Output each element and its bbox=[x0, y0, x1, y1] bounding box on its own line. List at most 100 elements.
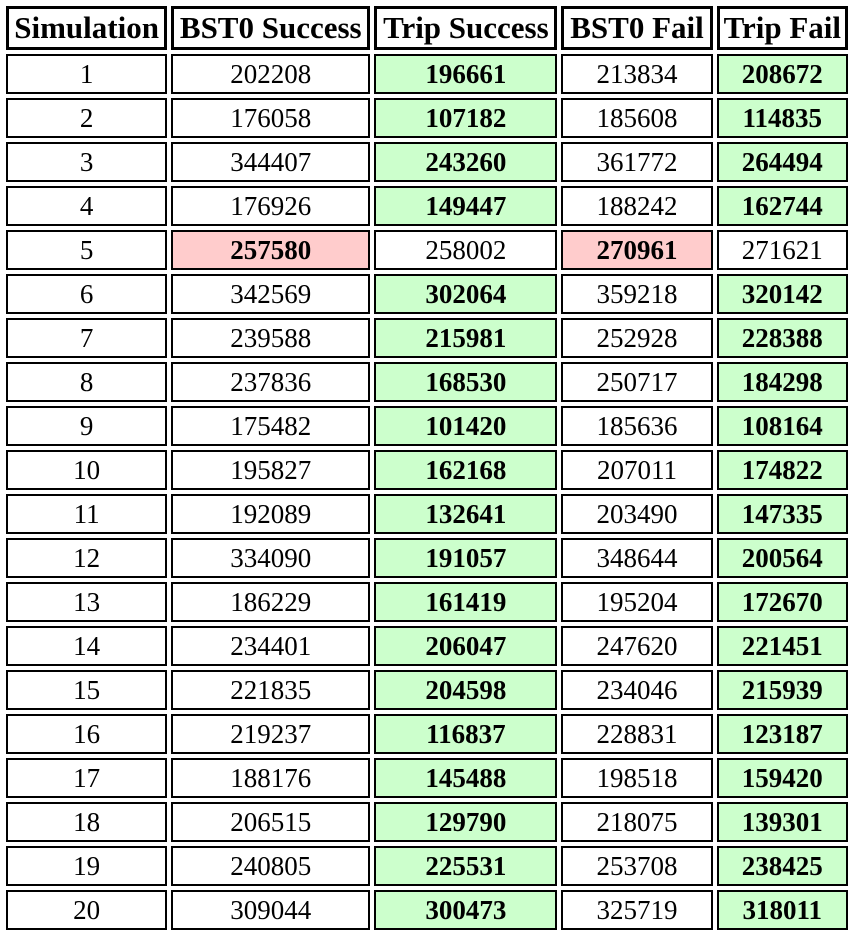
table-row: 20 309044 300473 325719 318011 bbox=[6, 890, 848, 930]
cell-bst0-fail: 218075 bbox=[561, 802, 713, 842]
cell-simulation: 4 bbox=[6, 186, 168, 226]
cell-trip-fail: 184298 bbox=[716, 362, 848, 402]
header-simulation: Simulation bbox=[6, 6, 168, 50]
cell-bst0-success: 188176 bbox=[171, 758, 371, 798]
cell-bst0-fail: 270961 bbox=[561, 230, 713, 270]
header-trip-fail: Trip Fail bbox=[716, 6, 848, 50]
table-row: 14 234401 206047 247620 221451 bbox=[6, 626, 848, 666]
cell-trip-success: 132641 bbox=[374, 494, 558, 534]
cell-trip-fail: 228388 bbox=[716, 318, 848, 358]
cell-simulation: 20 bbox=[6, 890, 168, 930]
cell-bst0-fail: 185636 bbox=[561, 406, 713, 446]
cell-bst0-fail: 188242 bbox=[561, 186, 713, 226]
header-trip-success: Trip Success bbox=[374, 6, 558, 50]
header-bst0-success: BST0 Success bbox=[171, 6, 371, 50]
cell-bst0-success: 344407 bbox=[171, 142, 371, 182]
cell-trip-fail: 271621 bbox=[716, 230, 848, 270]
table-header: Simulation BST0 Success Trip Success BST… bbox=[6, 6, 848, 50]
table-row: 6 342569 302064 359218 320142 bbox=[6, 274, 848, 314]
cell-trip-success: 196661 bbox=[374, 54, 558, 94]
cell-trip-success: 204598 bbox=[374, 670, 558, 710]
cell-simulation: 16 bbox=[6, 714, 168, 754]
cell-trip-fail: 108164 bbox=[716, 406, 848, 446]
cell-trip-success: 215981 bbox=[374, 318, 558, 358]
table-row: 18 206515 129790 218075 139301 bbox=[6, 802, 848, 842]
cell-trip-fail: 215939 bbox=[716, 670, 848, 710]
cell-simulation: 15 bbox=[6, 670, 168, 710]
table-row: 1 202208 196661 213834 208672 bbox=[6, 54, 848, 94]
cell-bst0-success: 219237 bbox=[171, 714, 371, 754]
cell-bst0-fail: 253708 bbox=[561, 846, 713, 886]
cell-bst0-fail: 228831 bbox=[561, 714, 713, 754]
cell-simulation: 12 bbox=[6, 538, 168, 578]
table-row: 5 257580 258002 270961 271621 bbox=[6, 230, 848, 270]
cell-trip-fail: 123187 bbox=[716, 714, 848, 754]
cell-trip-fail: 318011 bbox=[716, 890, 848, 930]
cell-bst0-fail: 234046 bbox=[561, 670, 713, 710]
table-row: 3 344407 243260 361772 264494 bbox=[6, 142, 848, 182]
cell-trip-success: 149447 bbox=[374, 186, 558, 226]
cell-trip-fail: 139301 bbox=[716, 802, 848, 842]
cell-trip-success: 101420 bbox=[374, 406, 558, 446]
cell-trip-fail: 114835 bbox=[716, 98, 848, 138]
cell-trip-success: 129790 bbox=[374, 802, 558, 842]
cell-trip-success: 107182 bbox=[374, 98, 558, 138]
table-row: 16 219237 116837 228831 123187 bbox=[6, 714, 848, 754]
cell-bst0-success: 237836 bbox=[171, 362, 371, 402]
table-row: 8 237836 168530 250717 184298 bbox=[6, 362, 848, 402]
cell-simulation: 7 bbox=[6, 318, 168, 358]
cell-trip-fail: 264494 bbox=[716, 142, 848, 182]
table-row: 17 188176 145488 198518 159420 bbox=[6, 758, 848, 798]
cell-trip-fail: 162744 bbox=[716, 186, 848, 226]
cell-simulation: 8 bbox=[6, 362, 168, 402]
cell-bst0-success: 234401 bbox=[171, 626, 371, 666]
cell-trip-success: 302064 bbox=[374, 274, 558, 314]
table-row: 10 195827 162168 207011 174822 bbox=[6, 450, 848, 490]
cell-bst0-success: 176926 bbox=[171, 186, 371, 226]
cell-simulation: 9 bbox=[6, 406, 168, 446]
cell-simulation: 2 bbox=[6, 98, 168, 138]
cell-bst0-success: 186229 bbox=[171, 582, 371, 622]
cell-simulation: 14 bbox=[6, 626, 168, 666]
cell-simulation: 19 bbox=[6, 846, 168, 886]
cell-bst0-success: 206515 bbox=[171, 802, 371, 842]
cell-bst0-fail: 348644 bbox=[561, 538, 713, 578]
table-row: 12 334090 191057 348644 200564 bbox=[6, 538, 848, 578]
cell-simulation: 6 bbox=[6, 274, 168, 314]
header-bst0-fail: BST0 Fail bbox=[561, 6, 713, 50]
cell-trip-success: 206047 bbox=[374, 626, 558, 666]
table-row: 9 175482 101420 185636 108164 bbox=[6, 406, 848, 446]
cell-bst0-fail: 195204 bbox=[561, 582, 713, 622]
cell-trip-success: 191057 bbox=[374, 538, 558, 578]
table-row: 13 186229 161419 195204 172670 bbox=[6, 582, 848, 622]
cell-trip-fail: 174822 bbox=[716, 450, 848, 490]
cell-simulation: 17 bbox=[6, 758, 168, 798]
cell-bst0-success: 176058 bbox=[171, 98, 371, 138]
table-row: 4 176926 149447 188242 162744 bbox=[6, 186, 848, 226]
table-row: 19 240805 225531 253708 238425 bbox=[6, 846, 848, 886]
cell-bst0-fail: 213834 bbox=[561, 54, 713, 94]
cell-simulation: 10 bbox=[6, 450, 168, 490]
cell-bst0-fail: 252928 bbox=[561, 318, 713, 358]
table-body: 1 202208 196661 213834 208672 2 176058 107182 18… bbox=[6, 54, 848, 930]
cell-trip-fail: 208672 bbox=[716, 54, 848, 94]
cell-trip-success: 162168 bbox=[374, 450, 558, 490]
cell-trip-fail: 320142 bbox=[716, 274, 848, 314]
cell-trip-fail: 200564 bbox=[716, 538, 848, 578]
cell-bst0-fail: 185608 bbox=[561, 98, 713, 138]
cell-trip-fail: 147335 bbox=[716, 494, 848, 534]
cell-bst0-fail: 359218 bbox=[561, 274, 713, 314]
cell-simulation: 13 bbox=[6, 582, 168, 622]
cell-simulation: 5 bbox=[6, 230, 168, 270]
cell-bst0-fail: 325719 bbox=[561, 890, 713, 930]
cell-bst0-success: 257580 bbox=[171, 230, 371, 270]
cell-bst0-fail: 198518 bbox=[561, 758, 713, 798]
cell-trip-success: 300473 bbox=[374, 890, 558, 930]
cell-bst0-success: 239588 bbox=[171, 318, 371, 358]
cell-simulation: 3 bbox=[6, 142, 168, 182]
cell-bst0-success: 192089 bbox=[171, 494, 371, 534]
cell-bst0-fail: 361772 bbox=[561, 142, 713, 182]
cell-bst0-success: 221835 bbox=[171, 670, 371, 710]
cell-simulation: 11 bbox=[6, 494, 168, 534]
cell-trip-fail: 159420 bbox=[716, 758, 848, 798]
